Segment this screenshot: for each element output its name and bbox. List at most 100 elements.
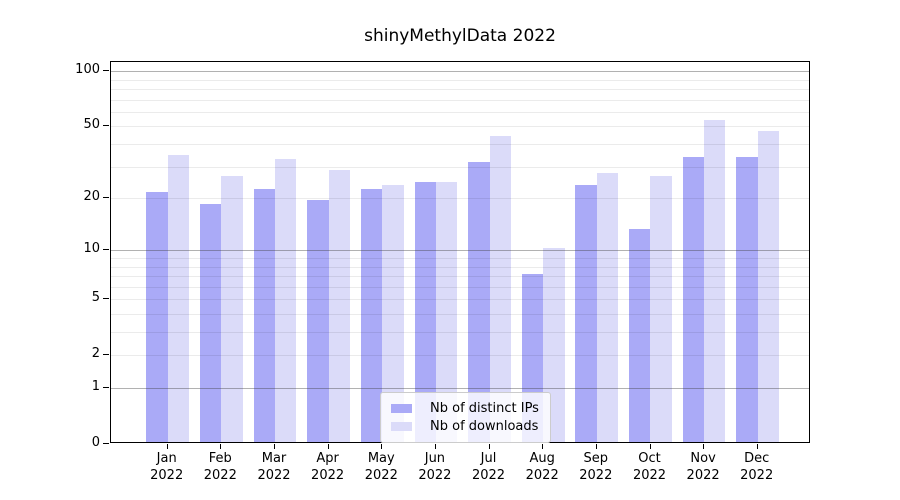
y-tick-label-20: 20 <box>83 189 100 204</box>
y-tick-label-0: 0 <box>91 435 100 450</box>
x-tick-feb <box>220 444 222 449</box>
bar-ips-dec <box>736 157 758 442</box>
x-label-year: 2022 <box>632 468 667 483</box>
x-label-jan: Jan 2022 <box>127 450 207 484</box>
bar-downloads-nov <box>704 119 726 442</box>
gridline-minor-40 <box>111 143 809 145</box>
y-tick-label-100: 100 <box>75 62 100 78</box>
gridline-minor-8 <box>111 266 809 268</box>
y-tick-20 <box>103 197 109 198</box>
x-tick-jul <box>488 444 490 449</box>
bar-downloads-apr <box>328 169 350 442</box>
y-tick-100 <box>103 70 109 72</box>
x-label-year: 2022 <box>311 468 345 483</box>
x-tick-dec <box>756 444 758 449</box>
y-tick-50 <box>103 125 109 127</box>
legend-label-downloads: Nb of downloads <box>430 419 539 434</box>
x-label-year: 2022 <box>686 468 720 483</box>
gridline-minor-50 <box>111 126 809 128</box>
bar-downloads-jan <box>167 154 190 442</box>
bar-ips-jan <box>146 192 168 442</box>
x-label-feb: Feb 2022 <box>180 450 260 484</box>
x-tick-jan <box>166 444 168 449</box>
x-label-month: Jul <box>480 451 497 466</box>
gridline-minor-6 <box>111 286 809 288</box>
x-label-month: Jan <box>156 451 177 466</box>
gridline-major-10 <box>111 250 809 252</box>
y-tick-10 <box>103 249 109 251</box>
legend-swatch-downloads <box>391 422 412 431</box>
gridline-major-100 <box>111 71 809 73</box>
x-label-oct: Oct 2022 <box>610 450 690 484</box>
gridline-minor-20 <box>111 198 809 199</box>
x-tick-mar <box>274 444 275 449</box>
bar-downloads-may <box>382 185 404 442</box>
x-label-year: 2022 <box>471 468 506 483</box>
x-label-nov: Nov 2022 <box>663 450 743 484</box>
chart-title: shinyMethylData 2022 <box>364 26 556 46</box>
bar-downloads-jul <box>489 136 511 442</box>
bar-downloads-sep <box>596 172 619 442</box>
y-tick-0 <box>103 443 109 444</box>
bar-downloads-jun <box>435 181 458 442</box>
x-label-dec: Dec 2022 <box>717 450 797 484</box>
x-tick-nov <box>703 444 705 449</box>
x-label-month: Aug <box>529 451 555 466</box>
gridline-minor-7 <box>111 276 809 277</box>
bar-ips-oct <box>629 228 651 442</box>
x-tick-jun <box>434 444 436 449</box>
gridline-minor-30 <box>111 166 809 168</box>
y-tick-1 <box>103 387 109 388</box>
x-tick-may <box>381 444 383 449</box>
x-label-month: Mar <box>261 451 287 466</box>
y-tick-5 <box>103 298 109 300</box>
x-label-may: May 2022 <box>341 450 421 484</box>
y-tick-label-2: 2 <box>91 346 100 362</box>
x-label-sep: Sep 2022 <box>556 450 636 484</box>
gridline-minor-2 <box>111 355 809 357</box>
y-tick-label-10: 10 <box>83 241 100 257</box>
bar-ips-jul <box>468 161 490 442</box>
gridline-minor-70 <box>111 99 809 101</box>
x-label-jun: Jun 2022 <box>395 450 475 484</box>
x-label-year: 2022 <box>203 468 237 483</box>
bar-ips-may <box>360 188 383 442</box>
bar-ips-apr <box>307 199 329 442</box>
y-tick-label-5: 5 <box>91 290 100 306</box>
x-label-year: 2022 <box>418 468 452 483</box>
x-label-jul: Jul 2022 <box>449 450 529 484</box>
plot-area <box>110 61 810 443</box>
x-label-year: 2022 <box>150 468 184 483</box>
bar-ips-sep <box>575 185 597 442</box>
x-label-aug: Aug 2022 <box>502 450 582 484</box>
x-label-month: Oct <box>638 451 661 466</box>
bar-ips-nov <box>682 157 705 442</box>
gridline-minor-4 <box>111 313 809 315</box>
x-label-month: Apr <box>316 451 339 466</box>
x-tick-apr <box>327 444 329 449</box>
x-label-year: 2022 <box>579 468 613 483</box>
x-tick-sep <box>595 444 597 449</box>
y-tick-label-1: 1 <box>91 379 100 394</box>
legend-swatch-ips <box>391 404 412 413</box>
gridline-minor-3 <box>111 332 809 333</box>
x-label-year: 2022 <box>257 468 291 483</box>
bar-downloads-oct <box>650 175 672 442</box>
gridline-minor-60 <box>111 111 809 113</box>
bar-ips-mar <box>253 188 275 442</box>
gridline-minor-80 <box>111 88 809 90</box>
gridline-minor-5 <box>111 299 809 301</box>
x-label-month: Nov <box>690 451 716 466</box>
bar-ips-jun <box>414 181 436 442</box>
gridline-minor-90 <box>111 79 809 81</box>
x-label-year: 2022 <box>364 468 398 483</box>
gridline-major-1 <box>111 388 809 389</box>
y-tick-2 <box>103 354 109 356</box>
x-label-month: Sep <box>583 451 609 466</box>
x-label-apr: Apr 2022 <box>288 450 368 484</box>
legend: Nb of distinct IPs Nb of downloads <box>380 392 551 443</box>
x-label-month: Dec <box>744 451 770 466</box>
x-label-year: 2022 <box>525 468 559 483</box>
x-tick-oct <box>649 444 651 449</box>
